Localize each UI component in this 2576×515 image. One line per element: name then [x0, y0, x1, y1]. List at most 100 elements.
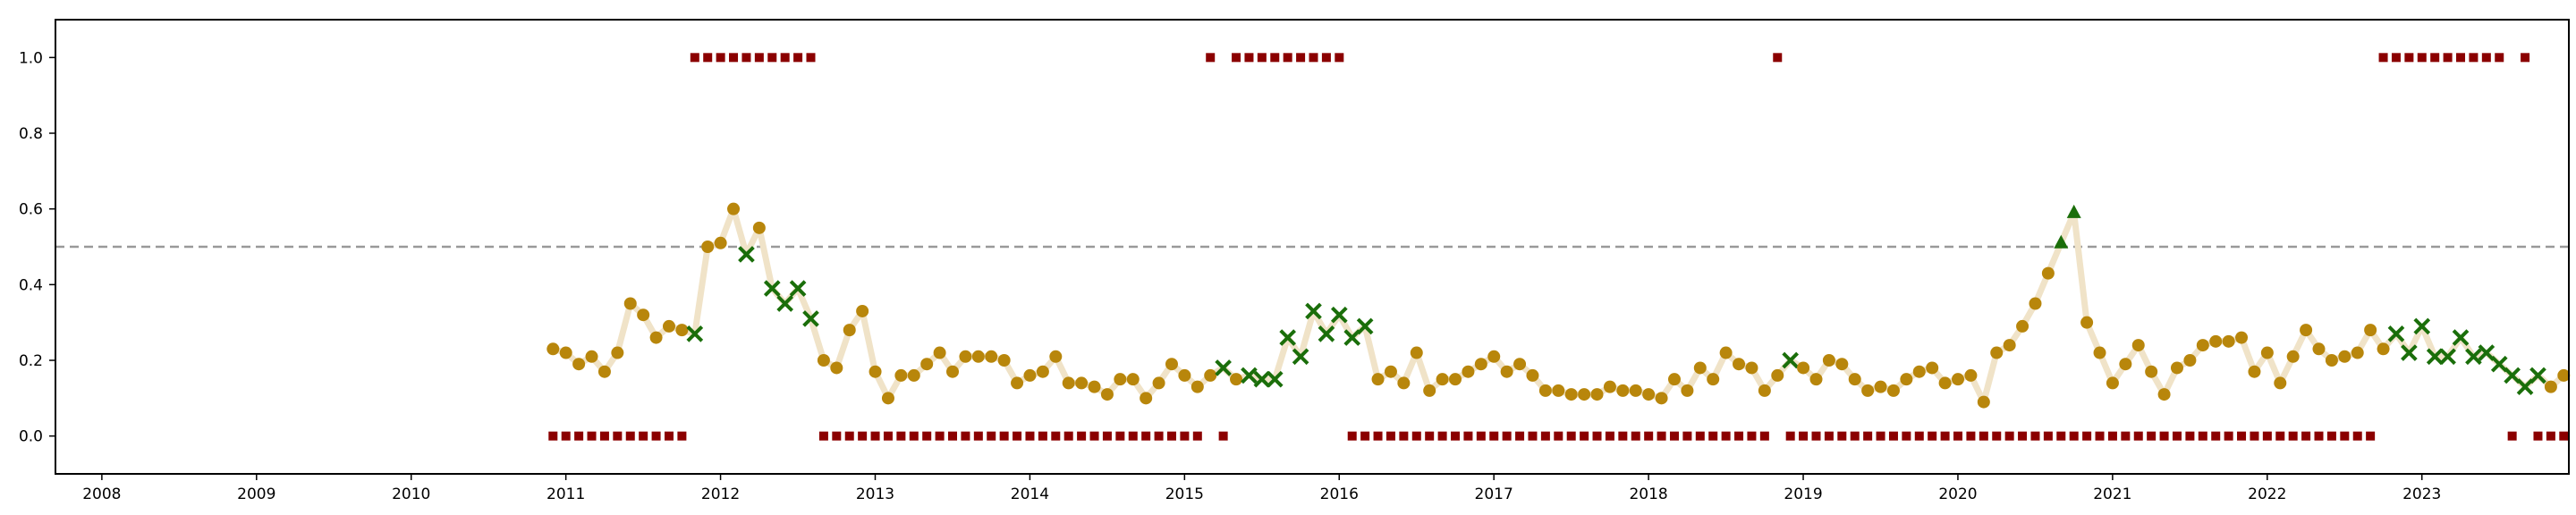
flag-marker — [2159, 431, 2169, 441]
flag-marker — [587, 431, 597, 441]
data-point — [1100, 388, 1114, 401]
flag-marker — [613, 431, 623, 441]
flag-marker — [1385, 431, 1395, 441]
x-tick-label: 2021 — [2093, 485, 2131, 503]
x-tick-label: 2012 — [701, 485, 740, 503]
flag-marker — [858, 431, 868, 441]
data-point — [997, 354, 1011, 367]
x-marker — [789, 280, 807, 297]
data-point — [881, 392, 894, 405]
x-marker — [2490, 355, 2508, 373]
data-point — [2145, 365, 2158, 378]
flag-marker — [2378, 53, 2388, 63]
x-tick-label: 2018 — [1629, 485, 1667, 503]
data-point — [2260, 346, 2274, 359]
data-point — [585, 350, 598, 363]
y-tick-label: 1.0 — [19, 49, 43, 67]
flag-marker — [599, 431, 609, 441]
flag-marker — [1580, 431, 1589, 441]
data-point — [1075, 376, 1089, 390]
data-point — [752, 221, 766, 234]
flag-marker — [2147, 431, 2157, 441]
data-point — [1410, 346, 1423, 359]
data-point — [2029, 297, 2042, 310]
flag-marker — [1785, 431, 1795, 441]
data-point — [597, 365, 611, 378]
flag-marker — [1914, 431, 1924, 441]
flag-marker — [1051, 431, 1061, 441]
data-point — [1681, 384, 1694, 397]
flag-marker — [2030, 431, 2040, 441]
flag-marker — [1232, 53, 1241, 63]
flag-marker — [1257, 53, 1267, 63]
flag-marker — [1644, 431, 1654, 441]
flag-marker — [716, 53, 725, 63]
flag-marker — [741, 53, 751, 63]
flag-marker — [2340, 431, 2350, 441]
flag-marker — [2056, 431, 2066, 441]
y-tick-label: 0.0 — [19, 428, 43, 446]
flag-marker — [2185, 431, 2195, 441]
data-point — [2106, 376, 2119, 390]
flag-marker — [1759, 431, 1769, 441]
flag-marker — [1192, 431, 1202, 441]
flag-marker — [1682, 431, 1692, 441]
x-marker — [2426, 348, 2444, 366]
data-point — [1874, 380, 1887, 393]
flag-marker — [1244, 53, 1254, 63]
data-point — [1642, 388, 1656, 401]
x-tick-label: 2011 — [547, 485, 585, 503]
data-point — [1977, 395, 1990, 409]
flag-marker — [2481, 53, 2491, 63]
data-point — [1848, 373, 1861, 386]
flag-marker — [999, 431, 1009, 441]
x-marker — [1318, 325, 1335, 342]
data-point — [2325, 354, 2338, 367]
flag-marker — [896, 431, 906, 441]
data-point — [1822, 354, 1835, 367]
flag-marker — [664, 431, 674, 441]
flag-marker — [2352, 431, 2362, 441]
y-tick-label: 0.6 — [19, 201, 43, 219]
flag-marker — [2237, 431, 2247, 441]
flag-marker — [1734, 431, 1744, 441]
data-point — [1500, 365, 1513, 378]
y-tick-label: 0.4 — [19, 276, 43, 294]
flag-marker — [1180, 431, 1190, 441]
flag-marker — [2198, 431, 2207, 441]
flag-marker — [1824, 431, 1834, 441]
flag-marker — [1089, 431, 1099, 441]
flag-marker — [2043, 431, 2053, 441]
flag-marker — [561, 431, 571, 441]
data-point — [662, 319, 675, 333]
data-point — [2093, 346, 2106, 359]
flag-marker — [1721, 431, 1731, 441]
data-point — [2080, 316, 2094, 329]
data-point — [1912, 365, 1926, 378]
data-point — [1526, 368, 1539, 382]
flag-marker — [922, 431, 932, 441]
flag-marker — [2559, 431, 2569, 441]
x-marker — [2465, 348, 2482, 366]
flag-marker — [1360, 431, 1370, 441]
data-point — [1462, 365, 1475, 378]
flag-marker — [1811, 431, 1821, 441]
x-tick-label: 2008 — [82, 485, 121, 503]
x-marker — [2413, 317, 2431, 335]
x-marker — [763, 280, 781, 297]
flag-marker — [1321, 53, 1331, 63]
flag-marker — [677, 431, 687, 441]
flag-marker — [935, 431, 945, 441]
flag-marker — [1695, 431, 1705, 441]
data-point — [933, 346, 946, 359]
data-point — [843, 324, 856, 337]
flag-marker — [651, 431, 661, 441]
x-marker — [1330, 306, 1348, 324]
data-point — [2003, 339, 2016, 352]
flag-marker — [870, 431, 880, 441]
data-point — [611, 346, 624, 359]
x-tick-label: 2010 — [392, 485, 430, 503]
flag-marker — [1025, 431, 1035, 441]
flag-marker — [1540, 431, 1550, 441]
triangle-marker — [2066, 204, 2081, 218]
